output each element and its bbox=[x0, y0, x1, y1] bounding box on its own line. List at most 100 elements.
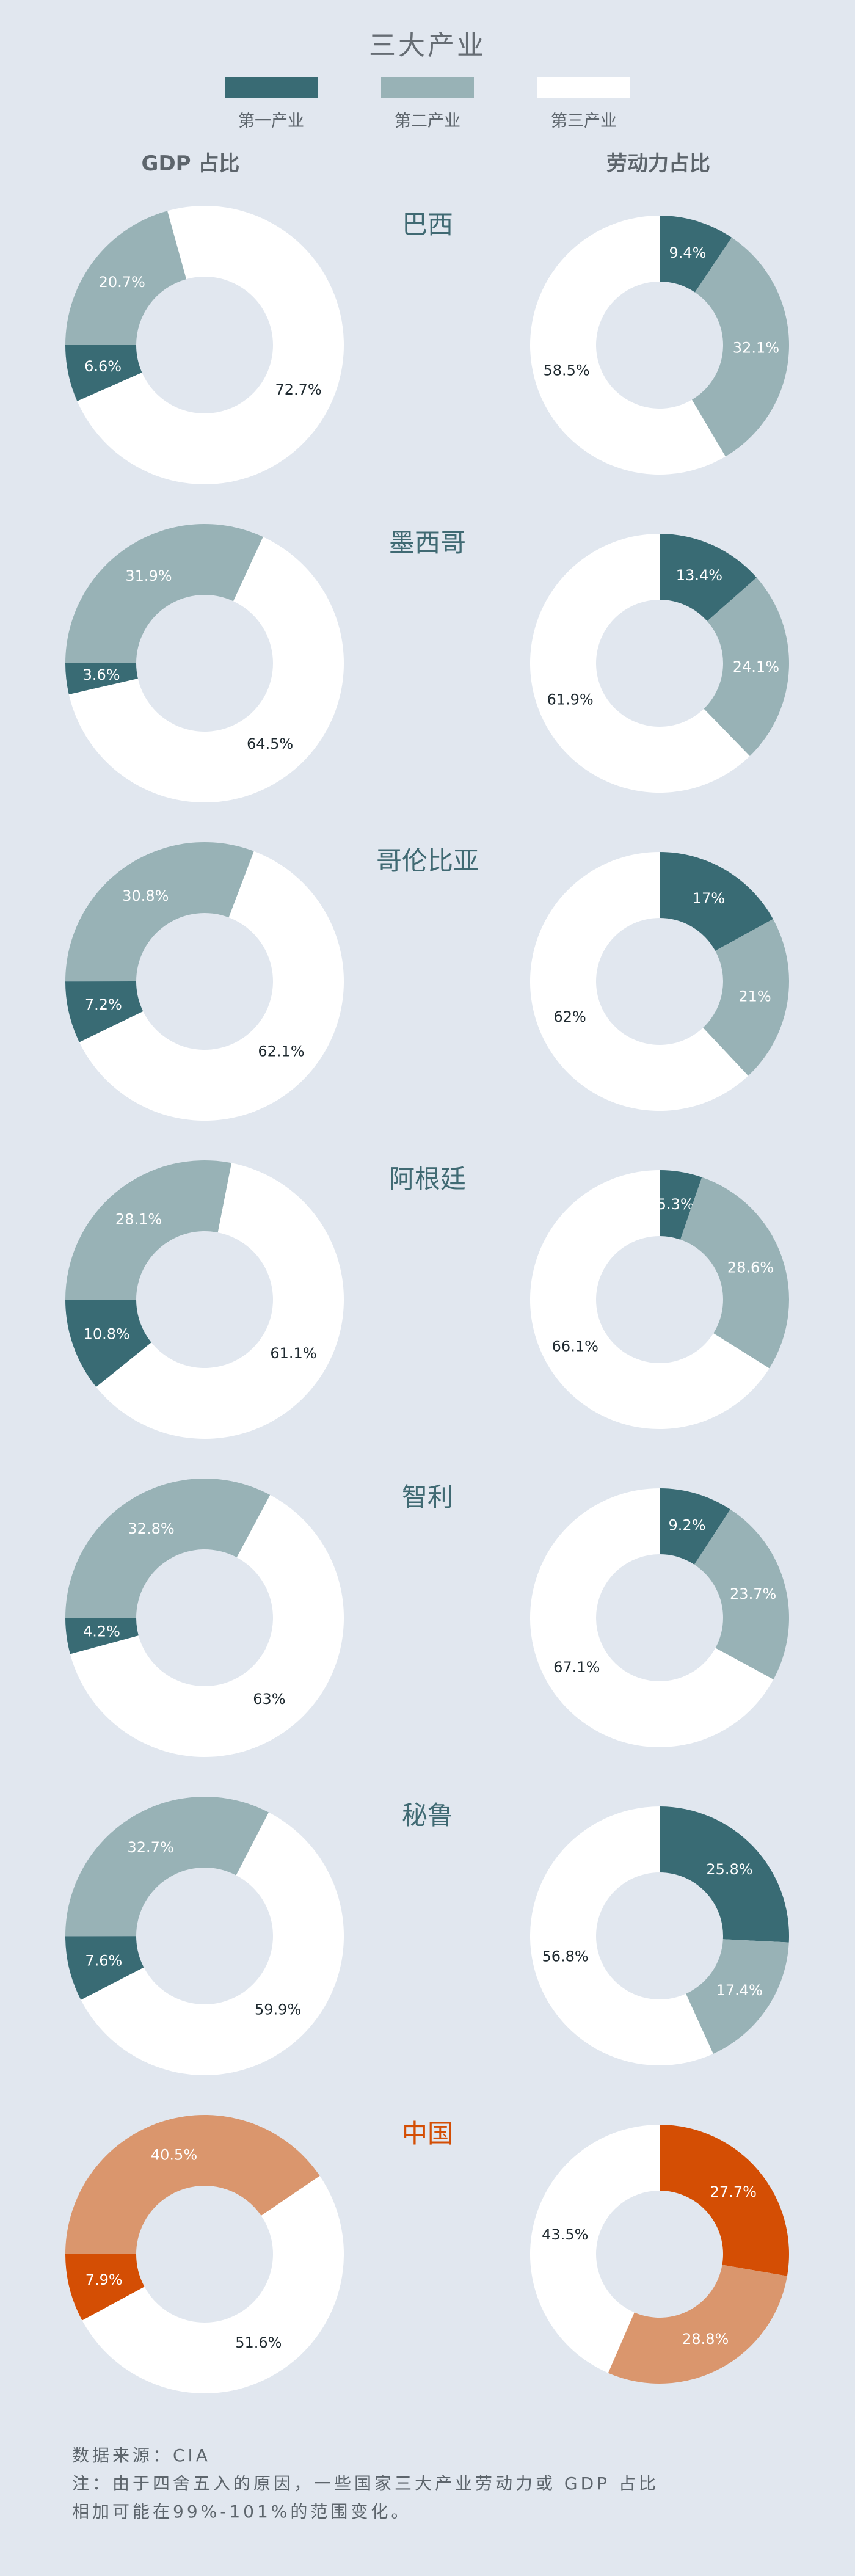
labor-data-label: 25.8% bbox=[706, 1861, 752, 1878]
gdp-slice-secondary bbox=[65, 1160, 232, 1300]
country-row: 墨西哥 3.6% 31.9% 64.5% 13.4% 24.1% 61.9% bbox=[65, 524, 789, 802]
labor-data-label: 43.5% bbox=[542, 2226, 588, 2243]
country-name: 哥伦比亚 bbox=[376, 846, 479, 876]
gdp-data-label: 7.9% bbox=[86, 2271, 123, 2288]
gdp-data-label: 63% bbox=[253, 1690, 285, 1708]
gdp-slice-primary bbox=[65, 1936, 144, 2000]
gdp-data-label: 72.7% bbox=[275, 381, 321, 398]
labor-slice-primary bbox=[660, 1170, 702, 1240]
gdp-data-label: 20.7% bbox=[99, 274, 145, 291]
labor-slice-secondary bbox=[703, 919, 789, 1076]
legend-item-secondary: 第二产业 bbox=[381, 77, 474, 131]
donut-charts: 巴西 6.6% 20.7% 72.7% 9.4% 32.1% 58.5% 墨西哥 3.6% 31.… bbox=[65, 205, 790, 2394]
labor-slice-tertiary bbox=[530, 216, 726, 475]
page-title: 三大产业 bbox=[369, 30, 486, 61]
gdp-data-label: 4.2% bbox=[83, 1623, 120, 1640]
source-line: 数据来源：CIA bbox=[72, 2445, 211, 2465]
gdp-data-label: 7.2% bbox=[85, 996, 122, 1013]
labor-data-label: 17% bbox=[693, 890, 725, 907]
labor-slice-tertiary bbox=[530, 1488, 774, 1747]
country-row: 秘鲁 7.6% 32.7% 59.9% 25.8% 17.4% 56.8% bbox=[65, 1797, 789, 2075]
legend-item-tertiary: 第三产业 bbox=[537, 77, 630, 131]
legend-swatch-secondary bbox=[381, 77, 474, 98]
country-row: 智利 4.2% 32.8% 63% 9.2% 23.7% 67.1% bbox=[65, 1479, 789, 1757]
labor-slice-secondary bbox=[694, 1509, 789, 1679]
labor-data-label: 56.8% bbox=[542, 1948, 588, 1965]
labor-data-label: 17.4% bbox=[716, 1982, 763, 1999]
labor-slice-primary bbox=[660, 1806, 789, 1943]
country-name: 中国 bbox=[402, 2119, 453, 2148]
labor-slice-primary bbox=[660, 852, 773, 951]
labor-data-label: 28.6% bbox=[727, 1259, 774, 1276]
gdp-data-label: 64.5% bbox=[247, 735, 293, 752]
country-row: 巴西 6.6% 20.7% 72.7% 9.4% 32.1% 58.5% bbox=[65, 205, 789, 484]
labor-data-label: 23.7% bbox=[730, 1585, 776, 1603]
labor-data-label: 62% bbox=[553, 1008, 586, 1025]
labor-slice-secondary bbox=[608, 2265, 787, 2384]
gdp-data-label: 61.1% bbox=[270, 1345, 316, 1362]
labor-data-label: 9.4% bbox=[669, 244, 706, 261]
gdp-slice-tertiary bbox=[70, 1494, 344, 1757]
gdp-slice-tertiary bbox=[96, 1163, 344, 1439]
labor-data-label: 32.1% bbox=[733, 339, 779, 356]
gdp-slice-tertiary bbox=[81, 1812, 344, 2075]
labor-slice-tertiary bbox=[530, 1170, 770, 1429]
country-name: 巴西 bbox=[402, 209, 453, 239]
gdp-slice-secondary bbox=[65, 524, 263, 663]
gdp-data-label: 6.6% bbox=[84, 358, 122, 375]
gdp-data-label: 3.6% bbox=[83, 666, 120, 683]
gdp-data-label: 10.8% bbox=[84, 1326, 130, 1343]
gdp-data-label: 7.6% bbox=[85, 1952, 122, 1969]
labor-slice-primary bbox=[660, 534, 757, 622]
gdp-data-label: 30.8% bbox=[122, 887, 169, 904]
country-name: 墨西哥 bbox=[389, 528, 466, 558]
gdp-slice-secondary bbox=[65, 1797, 269, 1937]
labor-data-label: 28.8% bbox=[682, 2330, 729, 2348]
gdp-data-label: 62.1% bbox=[258, 1043, 304, 1060]
country-row: 阿根廷 10.8% 28.1% 61.1% 5.3% 28.6% 66.1% bbox=[65, 1160, 790, 1439]
labor-slice-secondary bbox=[686, 1939, 789, 2054]
labor-slice-tertiary bbox=[530, 1806, 713, 2065]
note-line-1: 注：由于四舍五入的原因，一些国家三大产业劳动力或 GDP 占比 bbox=[72, 2473, 659, 2494]
gdp-slice-primary bbox=[65, 663, 138, 695]
labor-data-label: 61.9% bbox=[547, 691, 593, 708]
labor-data-label: 5.3% bbox=[657, 1196, 694, 1213]
country-name: 智利 bbox=[402, 1482, 453, 1512]
labor-data-label: 27.7% bbox=[710, 2183, 757, 2200]
gdp-data-label: 32.7% bbox=[128, 1839, 174, 1856]
gdp-slice-tertiary bbox=[68, 537, 344, 802]
country-row: 中国 7.9% 40.5% 51.6% 27.7% 28.8% 43.5% bbox=[65, 2115, 789, 2394]
legend-item-primary: 第一产业 bbox=[225, 77, 318, 131]
gdp-slice-secondary bbox=[65, 842, 254, 982]
labor-data-label: 67.1% bbox=[553, 1659, 600, 1676]
country-row: 哥伦比亚 7.2% 30.8% 62.1% 17% 21% 62% bbox=[65, 842, 789, 1121]
gdp-slice-tertiary bbox=[79, 851, 344, 1121]
labor-data-label: 58.5% bbox=[543, 362, 589, 379]
gdp-slice-secondary bbox=[65, 211, 187, 345]
labor-data-label: 13.4% bbox=[676, 567, 722, 584]
labor-slice-tertiary bbox=[529, 2125, 660, 2373]
gdp-data-label: 51.6% bbox=[235, 2334, 282, 2351]
country-name: 秘鲁 bbox=[402, 1800, 453, 1830]
labor-data-label: 21% bbox=[738, 988, 771, 1005]
legend-swatch-tertiary bbox=[537, 77, 630, 98]
gdp-slice-primary bbox=[65, 345, 142, 401]
labor-data-label: 66.1% bbox=[552, 1338, 598, 1355]
gdp-data-label: 40.5% bbox=[151, 2147, 197, 2164]
gdp-slice-tertiary bbox=[77, 205, 344, 484]
gdp-slice-secondary bbox=[65, 2115, 320, 2254]
gdp-slice-primary bbox=[65, 1300, 151, 1388]
labor-slice-secondary bbox=[691, 237, 789, 457]
labor-column-header: 劳动力占比 bbox=[606, 151, 710, 176]
gdp-slice-primary bbox=[65, 1618, 139, 1654]
note-line-2: 相加可能在99%-101%的范围变化。 bbox=[72, 2501, 412, 2522]
labor-slice-primary bbox=[660, 2125, 789, 2276]
gdp-data-label: 28.1% bbox=[115, 1211, 162, 1228]
gdp-slice-primary bbox=[65, 981, 144, 1042]
country-name: 阿根廷 bbox=[389, 1164, 466, 1194]
gdp-slice-secondary bbox=[65, 1479, 271, 1618]
legend-label-secondary: 第二产业 bbox=[395, 112, 460, 131]
labor-slice-tertiary bbox=[529, 852, 749, 1111]
gdp-column-header: GDP 占比 bbox=[141, 151, 240, 176]
source-note: 数据来源：CIA 注：由于四舍五入的原因，一些国家三大产业劳动力或 GDP 占比… bbox=[72, 2442, 659, 2526]
